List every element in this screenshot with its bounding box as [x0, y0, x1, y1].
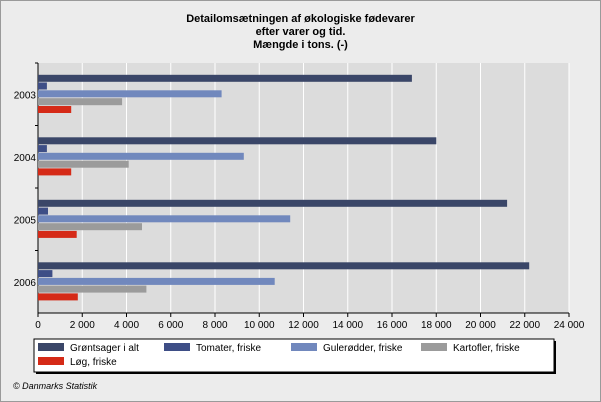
- chart-title: Detailomsætningen af økologiske fødevare…: [0, 13, 601, 52]
- bar: [38, 293, 78, 301]
- legend-swatch: [164, 343, 190, 351]
- x-tick-label: 10 000: [244, 320, 275, 331]
- bar: [38, 106, 72, 113]
- bar: [38, 199, 508, 207]
- x-tick-label: 16 000: [377, 320, 408, 331]
- x-tick-label: 2 000: [70, 320, 95, 331]
- copyright-footer: © Danmarks Statistik: [13, 381, 98, 391]
- bar: [38, 270, 53, 278]
- bar: [38, 137, 437, 145]
- bar: [38, 82, 47, 90]
- y-tick-label: 2004: [14, 153, 37, 164]
- x-tick-label: 24 000: [554, 320, 585, 331]
- x-tick-label: 20 000: [465, 320, 496, 331]
- bar: [38, 285, 147, 293]
- bar: [38, 262, 530, 270]
- x-tick-label: 0: [35, 320, 41, 331]
- legend-label: Løg, friske: [70, 357, 117, 368]
- x-tick-label: 4 000: [114, 320, 139, 331]
- bar: [38, 160, 129, 168]
- x-tick-label: 8 000: [202, 320, 227, 331]
- legend-swatch: [291, 343, 317, 351]
- x-tick-label: 18 000: [421, 320, 452, 331]
- x-tick-label: 22 000: [509, 320, 540, 331]
- bar: [38, 152, 244, 160]
- bar: [38, 168, 72, 176]
- legend-swatch: [421, 343, 447, 351]
- bar: [38, 98, 123, 106]
- legend-swatch: [38, 357, 64, 365]
- chart-title-line-2: efter varer og tid.: [255, 26, 346, 38]
- x-tick-label: 6 000: [158, 320, 183, 331]
- legend-label: Gulerødder, friske: [323, 343, 403, 354]
- chart-title-line-3: Mængde i tons. (-): [253, 39, 348, 51]
- chart-title-line-1: Detailomsætningen af økologiske fødevare…: [186, 13, 415, 25]
- x-tick-label: 14 000: [332, 320, 363, 331]
- bar: [38, 90, 222, 98]
- y-tick-label: 2003: [14, 90, 37, 101]
- bar: [38, 277, 275, 285]
- bar: [38, 74, 412, 82]
- bar: [38, 207, 48, 215]
- legend-label: Kartofler, friske: [453, 343, 520, 354]
- legend-label: Grøntsager i alt: [70, 343, 139, 354]
- bar: [38, 145, 47, 153]
- y-tick-label: 2005: [14, 215, 37, 226]
- legend-label: Tomater, friske: [196, 343, 261, 354]
- bar: [38, 215, 291, 223]
- bar: [38, 230, 77, 238]
- legend-swatch: [38, 343, 64, 351]
- x-tick-label: 12 000: [288, 320, 319, 331]
- bar: [38, 223, 142, 231]
- y-tick-label: 2006: [14, 278, 37, 289]
